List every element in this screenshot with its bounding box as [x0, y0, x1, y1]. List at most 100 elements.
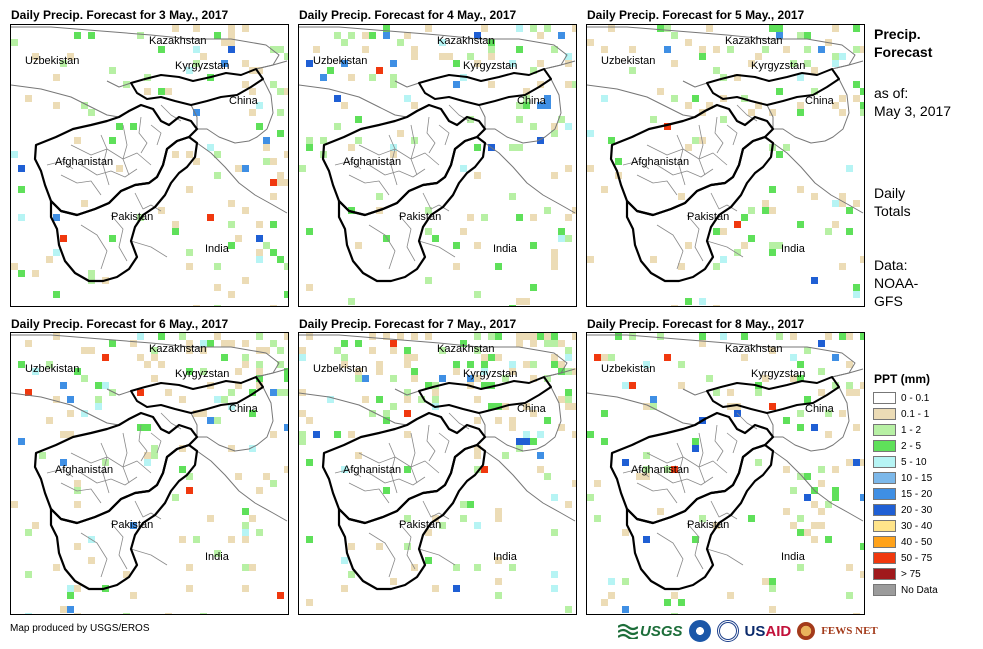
- precip-cell: [200, 410, 207, 417]
- legend-item: 1 - 2: [873, 422, 938, 438]
- precip-cell: [467, 53, 474, 60]
- precip-cell: [467, 501, 474, 508]
- precip-cell: [327, 67, 334, 74]
- precip-cell: [558, 396, 565, 403]
- precip-cell: [509, 193, 516, 200]
- admin-boundary: [368, 224, 396, 270]
- precip-cell: [509, 144, 516, 151]
- precip-cell: [818, 522, 825, 529]
- panel-title-3: Daily Precip. Forecast for 5 May., 2017: [587, 8, 805, 22]
- admin-boundary: [710, 500, 738, 520]
- precip-cell: [678, 361, 685, 368]
- precip-cell: [341, 102, 348, 109]
- precip-cell: [256, 361, 263, 368]
- precip-cell: [530, 25, 537, 32]
- precip-cell: [537, 32, 544, 39]
- admin-boundary: [46, 160, 74, 170]
- precip-cell: [650, 256, 657, 263]
- precip-cell: [769, 606, 776, 613]
- legend-swatch: [873, 392, 896, 404]
- precip-cell: [474, 347, 481, 354]
- precip-cell: [530, 284, 537, 291]
- country-label-afghanistan: Afghanistan: [343, 464, 402, 476]
- country-label-kyrgyzstan: Kyrgyzstan: [175, 60, 230, 72]
- precip-cell: [818, 46, 825, 53]
- precip-cell: [214, 284, 221, 291]
- country-label-india: India: [493, 243, 517, 255]
- precip-cell: [256, 102, 263, 109]
- india-border: [196, 450, 288, 522]
- precip-cell: [839, 193, 846, 200]
- precip-cell: [383, 25, 390, 32]
- precip-cell: [439, 522, 446, 529]
- precip-cell: [172, 221, 179, 228]
- panel-title-4: Daily Precip. Forecast for 6 May., 2017: [11, 317, 229, 331]
- precip-cell: [811, 67, 818, 74]
- precip-cell: [242, 585, 249, 592]
- precip-cell: [74, 487, 81, 494]
- legend-label: 5 - 10: [901, 456, 927, 468]
- uzbekistan-border: [587, 392, 696, 426]
- precip-cell: [706, 25, 713, 32]
- precip-cell: [67, 606, 74, 613]
- noaa-logo-icon: [688, 620, 711, 642]
- legend-label: 40 - 50: [901, 536, 933, 548]
- precip-cell: [299, 431, 306, 438]
- country-label-pakistan: Pakistan: [111, 211, 154, 223]
- precip-cell: [572, 207, 576, 214]
- precip-cell: [60, 606, 67, 613]
- admin-boundary: [110, 214, 128, 262]
- precip-cell: [860, 46, 864, 53]
- precip-cell: [495, 592, 502, 599]
- admin-boundary: [150, 432, 162, 454]
- china-border: [766, 60, 864, 144]
- precip-cell: [720, 333, 727, 340]
- precip-cell: [214, 151, 221, 158]
- precip-cell: [741, 354, 748, 361]
- precip-cell: [544, 340, 551, 347]
- precip-cell: [165, 88, 172, 95]
- admin-boundary: [636, 174, 678, 196]
- precip-cell: [530, 214, 537, 221]
- precip-cell: [341, 557, 348, 564]
- admin-boundary: [60, 174, 102, 196]
- precip-cell: [137, 354, 144, 361]
- country-label-pakistan: Pakistan: [687, 519, 730, 531]
- precip-cell: [495, 557, 502, 564]
- forecast-map-5: Kazakhstan Uzbekistan Kyrgyzstan China Afgha…: [298, 332, 577, 615]
- precip-cell: [832, 200, 839, 207]
- precip-cell: [811, 522, 818, 529]
- precip-cell: [825, 501, 832, 508]
- precip-cell: [565, 214, 572, 221]
- precip-cell: [397, 39, 404, 46]
- precip-cell: [67, 585, 74, 592]
- precip-cell: [853, 389, 860, 396]
- precip-cell: [306, 333, 313, 340]
- precip-map-svg: [299, 25, 576, 306]
- precip-cell: [18, 438, 25, 445]
- precip-cell: [551, 263, 558, 270]
- precip-cell: [404, 466, 411, 473]
- precip-cell: [151, 354, 158, 361]
- legend-label: 15 - 20: [901, 488, 933, 500]
- precip-cell: [678, 193, 685, 200]
- precip-cell: [797, 410, 804, 417]
- country-label-kyrgyzstan: Kyrgyzstan: [463, 368, 518, 380]
- precip-cell: [481, 214, 488, 221]
- precip-cell: [453, 585, 460, 592]
- precip-cell: [811, 277, 818, 284]
- precip-cell: [439, 347, 446, 354]
- precip-cell: [530, 333, 537, 340]
- precip-cell: [572, 333, 576, 340]
- precip-cell: [776, 151, 783, 158]
- precip-cell: [769, 578, 776, 585]
- precip-cell: [720, 256, 727, 263]
- precip-cell: [776, 242, 783, 249]
- precip-cell: [650, 403, 657, 410]
- precip-cell: [530, 410, 537, 417]
- precip-cell: [256, 368, 263, 375]
- legend-item: 50 - 75: [873, 550, 938, 566]
- panel-title-1: Daily Precip. Forecast for 3 May., 2017: [11, 8, 229, 22]
- country-label-china: China: [517, 95, 546, 107]
- precip-cell: [685, 39, 692, 46]
